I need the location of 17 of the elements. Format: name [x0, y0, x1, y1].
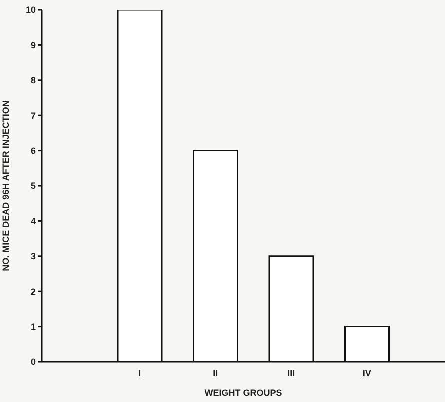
x-tick-label: I	[138, 368, 142, 378]
y-tick-label: 0	[30, 357, 36, 368]
x-tick-label: III	[288, 368, 296, 378]
y-tick-label: 5	[30, 181, 36, 192]
y-tick-label: 8	[30, 76, 36, 86]
x-tick-label: II	[213, 368, 218, 378]
x-tick-label: IV	[362, 368, 372, 378]
y-tick-label: 6	[30, 146, 36, 156]
y-axis-title: NO. MICE DEAD 96H AFTER INJECTION	[1, 100, 12, 272]
y-tick-label: 4	[30, 216, 36, 226]
y-tick-label: 2	[30, 286, 36, 297]
y-tick-label: 7	[30, 110, 36, 121]
y-tick-label: 9	[30, 40, 36, 50]
y-tick-label: 3	[30, 252, 36, 262]
x-axis-title: WEIGHT GROUPS	[204, 388, 282, 398]
y-tick-label: 1	[30, 322, 36, 332]
y-tick-label: 10	[26, 5, 36, 16]
